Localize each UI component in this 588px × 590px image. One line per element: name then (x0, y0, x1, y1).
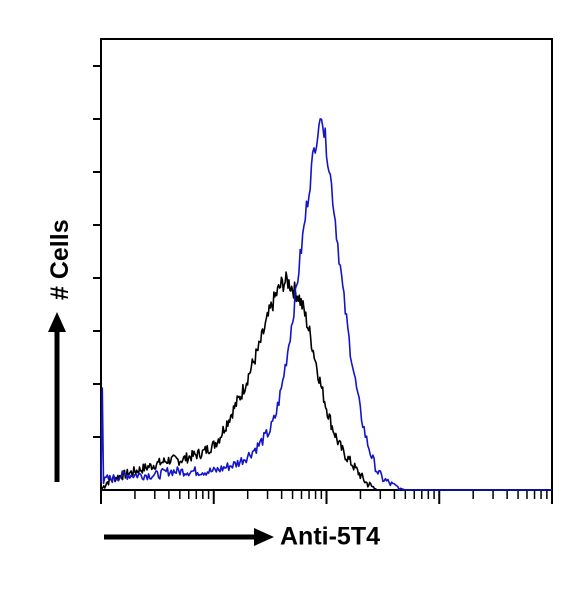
y-axis-arrow-head (48, 312, 66, 332)
y-axis-label: # Cells (46, 219, 74, 300)
series-layer (100, 118, 552, 491)
x-axis-label: Anti-5T4 (280, 523, 380, 551)
series-control-line (100, 271, 440, 491)
x-axis-arrow-head (254, 528, 274, 546)
plot-frame (100, 38, 553, 491)
y-axis-ticks (93, 65, 101, 438)
series-anti-5t4-line (100, 118, 552, 491)
x-axis-ticks (100, 490, 553, 504)
